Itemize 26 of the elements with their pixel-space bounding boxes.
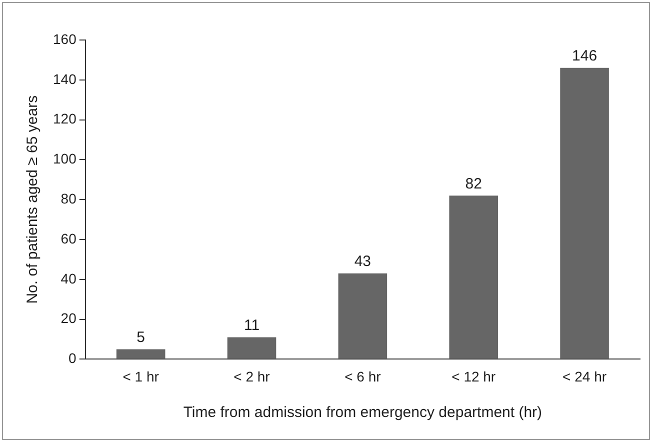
x-tick-label: < 24 hr [562,368,607,384]
x-axis-title: Time from admission from emergency department (hr) [183,404,542,422]
bar [560,68,609,359]
x-tick-label: < 12 hr [452,368,496,384]
y-tick-label: 120 [53,110,77,127]
y-tick-label: 100 [53,150,77,167]
data-label: 146 [572,48,598,65]
y-tick-label: 160 [53,30,77,47]
data-label: 11 [244,316,260,334]
bar [338,273,388,359]
data-label: 5 [136,328,145,346]
x-tick-label: < 1 hr [122,368,160,384]
bar [116,349,166,359]
data-label: 82 [465,175,482,192]
y-tick-label: 20 [60,310,77,326]
y-axis-title: No. of patients aged ≥ 65 years [24,95,42,304]
x-tick-label: < 2 hr [234,368,270,384]
data-label: 43 [354,253,372,270]
y-tick-label: 60 [60,230,77,246]
y-tick-label: 40 [60,270,77,286]
bar [449,196,498,359]
y-tick-label: 80 [60,190,77,206]
y-tick-label: 140 [53,70,77,87]
x-tick-label: < 6 hr [344,368,382,384]
y-tick-label: 0 [68,350,77,366]
bar [227,337,276,359]
